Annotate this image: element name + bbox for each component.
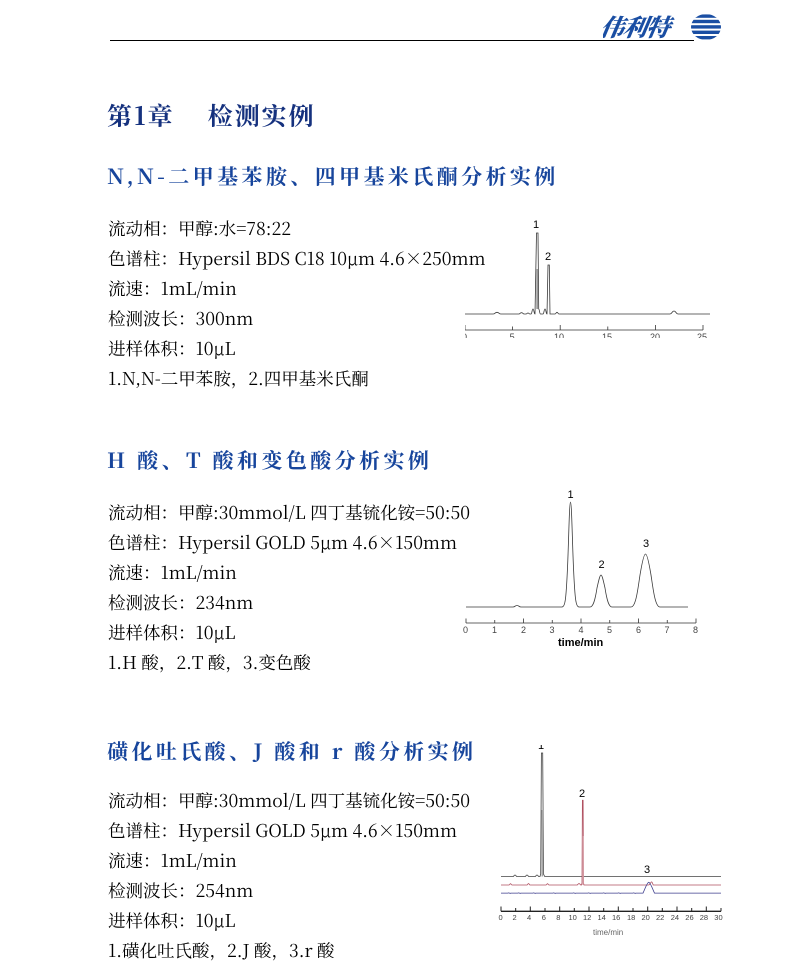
svg-text:20: 20 <box>642 913 650 922</box>
svg-text:30: 30 <box>714 913 722 922</box>
svg-text:6: 6 <box>542 913 546 922</box>
svg-text:10: 10 <box>554 332 564 338</box>
svg-text:20: 20 <box>650 332 660 338</box>
svg-text:8: 8 <box>693 625 698 635</box>
svg-text:伟利特: 伟利特 <box>603 13 678 43</box>
svg-text:5: 5 <box>510 332 515 338</box>
svg-text:2: 2 <box>545 251 551 263</box>
svg-text:28: 28 <box>700 913 708 922</box>
svg-text:1: 1 <box>492 625 497 635</box>
svg-text:1: 1 <box>533 219 539 231</box>
svg-text:16: 16 <box>612 913 620 922</box>
svg-text:time/min: time/min <box>558 637 604 648</box>
svg-text:10: 10 <box>569 913 577 922</box>
svg-text:time/min: time/min <box>593 928 623 937</box>
svg-text:12: 12 <box>583 913 591 922</box>
svg-text:4: 4 <box>527 913 531 922</box>
svg-text:22: 22 <box>656 913 664 922</box>
svg-text:3: 3 <box>644 864 650 876</box>
svg-text:2: 2 <box>521 625 526 635</box>
svg-text:2: 2 <box>599 559 605 571</box>
svg-text:0: 0 <box>463 625 468 635</box>
svg-text:2: 2 <box>579 788 585 800</box>
svg-text:14: 14 <box>598 913 606 922</box>
svg-text:6: 6 <box>636 625 641 635</box>
svg-text:8: 8 <box>556 913 560 922</box>
svg-text:1: 1 <box>568 489 574 501</box>
svg-text:7: 7 <box>665 625 670 635</box>
svg-text:2: 2 <box>513 913 517 922</box>
svg-text:25: 25 <box>697 332 707 338</box>
svg-text:1: 1 <box>538 745 544 752</box>
svg-text:4: 4 <box>579 625 584 635</box>
svg-text:15: 15 <box>602 332 612 338</box>
svg-text:0: 0 <box>465 332 467 338</box>
svg-text:5: 5 <box>607 625 612 635</box>
svg-text:3: 3 <box>643 538 649 550</box>
svg-text:24: 24 <box>671 913 679 922</box>
svg-text:18: 18 <box>627 913 635 922</box>
svg-text:26: 26 <box>685 913 693 922</box>
svg-text:3: 3 <box>550 625 555 635</box>
svg-text:0: 0 <box>499 913 503 922</box>
